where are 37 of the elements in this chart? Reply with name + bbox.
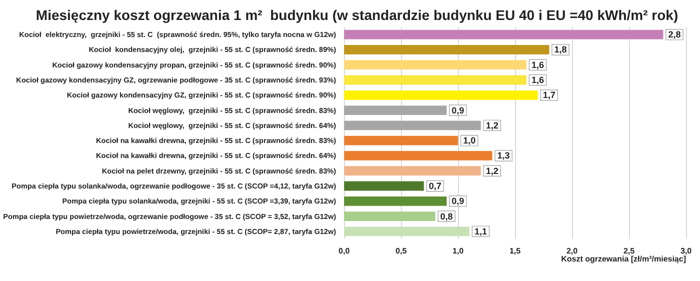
data-label: 0,9 xyxy=(452,196,464,206)
bar xyxy=(344,30,664,40)
bar xyxy=(344,196,447,206)
bar xyxy=(344,181,424,191)
data-label: 1,6 xyxy=(531,75,544,85)
data-label: 1,1 xyxy=(474,226,487,236)
bar xyxy=(344,226,470,236)
bar xyxy=(344,90,538,100)
data-label: 1,2 xyxy=(486,166,498,176)
data-label: 0,9 xyxy=(452,105,464,116)
x-tick-label: 0,0 xyxy=(338,246,350,256)
bar xyxy=(344,166,481,176)
data-label: 1,8 xyxy=(554,44,567,55)
data-label: 1,6 xyxy=(531,60,544,70)
x-tick-label: 0,5 xyxy=(396,246,408,256)
data-label: 1,2 xyxy=(486,120,498,130)
bar xyxy=(344,151,492,160)
data-label: 0,8 xyxy=(440,211,453,222)
x-axis-title: Koszt ogrzewania [zł/m²/miesiąc] xyxy=(561,254,686,264)
bar xyxy=(344,106,447,115)
data-label: 2,8 xyxy=(668,30,681,40)
data-label: 1,3 xyxy=(497,150,510,161)
bar xyxy=(344,45,550,54)
bar xyxy=(344,212,436,221)
x-tick-label: 2,0 xyxy=(566,246,578,256)
x-tick-label: 2,5 xyxy=(623,246,636,256)
data-label: 0,7 xyxy=(428,181,442,191)
bar xyxy=(344,60,526,70)
x-tick-label: 1,0 xyxy=(452,246,464,256)
bar xyxy=(344,75,526,85)
bar xyxy=(344,120,481,130)
x-tick-label: 1,5 xyxy=(509,246,522,256)
data-label: 1,7 xyxy=(542,90,556,100)
bar xyxy=(344,136,458,146)
chart-title: Miesięczny koszt ogrzewania 1 m² budynku (w standardzie budynku EU 40 i EU =40 kWh/m² rok) xyxy=(36,7,678,23)
data-label: 1,0 xyxy=(463,136,476,146)
x-tick-label: 3,0 xyxy=(680,246,692,256)
